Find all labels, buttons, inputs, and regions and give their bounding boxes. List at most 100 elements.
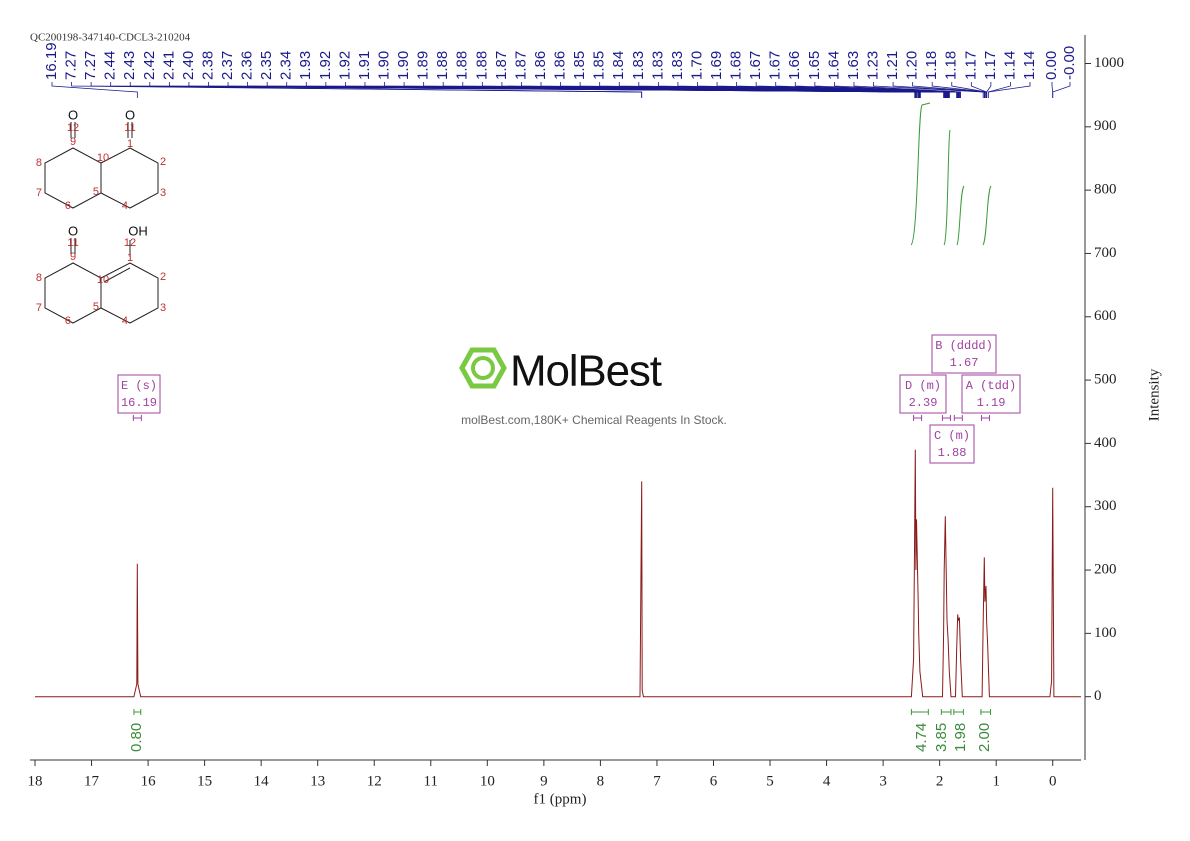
peak-label: 1.85: [571, 51, 588, 80]
peak-label: 1.83: [630, 51, 647, 80]
integral-bracket: [940, 709, 952, 715]
integral-label: 4.74: [913, 723, 930, 752]
multiplet-shift: 1.88: [938, 446, 967, 460]
peak-label: 1.87: [493, 51, 510, 80]
integral-curves: [910, 102, 992, 246]
peak-leader: [51, 82, 138, 98]
multiplet-shift: 2.39: [909, 396, 938, 410]
atom-number: 6: [65, 200, 71, 212]
peak-leader: [853, 82, 961, 98]
atom-number: 12: [67, 122, 79, 134]
multiplet-name: B (dddd): [935, 339, 993, 353]
peak-label: 1.90: [375, 51, 392, 80]
bonds: [44, 122, 159, 209]
y-tick-label: 400: [1094, 435, 1117, 451]
integral-bracket: [953, 709, 964, 715]
peak-label: 1.67: [767, 51, 784, 80]
peak-label: 1.18: [923, 51, 940, 80]
atom-number: 8: [36, 272, 42, 284]
peak-leader: [987, 82, 1011, 98]
y-tick-label: 500: [1094, 372, 1117, 388]
multiplet-marker: [132, 415, 142, 421]
peak-label: -0.00: [1061, 46, 1078, 80]
peak-leader: [834, 82, 961, 98]
structure-diketone: O 12 9 10 O 11 1 2 3 4 5 6 7 8: [36, 107, 166, 211]
multiplet-box: [899, 374, 947, 414]
x-tick-label: 5: [766, 773, 774, 789]
peak-leader: [71, 82, 643, 98]
peak-label: 1.83: [649, 51, 666, 80]
multiplet-shift: 1.19: [977, 396, 1006, 410]
peak-label: 1.67: [747, 51, 764, 80]
integral-bracket: [980, 709, 992, 715]
multiplet-name: E (s): [121, 379, 157, 393]
x-tick-label: 12: [367, 773, 382, 789]
atom-number: 3: [160, 302, 166, 314]
multiplet-marker: [913, 415, 923, 421]
multiplet-marker: [980, 415, 990, 421]
peak-label: 16.19: [43, 42, 60, 80]
y-tick-label: 200: [1094, 561, 1117, 577]
peak-label: 2.36: [239, 51, 256, 80]
peak-leader: [1052, 82, 1071, 98]
logo-hexagon: [459, 347, 507, 389]
atom: OH: [128, 223, 148, 238]
atom: O: [68, 107, 78, 122]
peak-label: 2.42: [141, 51, 158, 80]
atom-number: 10: [97, 152, 109, 164]
x-tick-label: 14: [254, 773, 270, 789]
logo-text: MolBest: [510, 347, 662, 396]
watermark-tagline: molBest.com,180K+ Chemical Reagents In S…: [461, 413, 727, 427]
atom-number: 4: [122, 200, 128, 212]
multiplet-box: [117, 374, 161, 414]
integral-label: 3.85: [933, 723, 950, 752]
peak-leader: [814, 82, 960, 98]
peak-label: 2.38: [199, 51, 216, 80]
spectrum-line: [35, 449, 1081, 698]
peak-label: 1.86: [552, 51, 569, 80]
multiplet-box: [929, 424, 975, 464]
multiplet-name: C (m): [934, 429, 970, 443]
atom: O: [68, 223, 78, 238]
peak-label: 1.83: [669, 51, 686, 80]
peak-label: 1.20: [904, 51, 921, 80]
multiplet-marker: [953, 415, 963, 421]
multiplet-shift: 1.67: [950, 356, 979, 370]
atom-number: 2: [160, 271, 166, 283]
peak-label: 1.69: [708, 51, 725, 80]
peak-label: 1.17: [982, 51, 999, 80]
peak-leader: [873, 82, 984, 98]
x-tick-label: 18: [28, 773, 43, 789]
peak-label: 1.23: [864, 51, 881, 80]
x-tick-label: 6: [710, 773, 718, 789]
atom-number: 6: [65, 315, 71, 327]
y-tick-label: 1000: [1094, 55, 1124, 71]
atom-number: 2: [160, 156, 166, 168]
peak-leader: [912, 82, 986, 98]
peak-leader: [986, 82, 992, 98]
atom-number: 5: [93, 301, 99, 313]
x-tick-label: 15: [197, 773, 212, 789]
peak-label: 1.14: [1001, 51, 1018, 80]
peak-label: 2.40: [180, 51, 197, 80]
peak-label: 1.21: [884, 51, 901, 80]
y-axis-label: Intensity: [1146, 368, 1162, 421]
integral-label: 0.80: [128, 723, 145, 752]
atom-number: 1: [127, 252, 133, 264]
x-tick-label: 13: [310, 773, 325, 789]
x-tick-label: 0: [1049, 773, 1057, 789]
peak-label: 1.89: [415, 51, 432, 80]
peak-label: 2.35: [258, 51, 275, 80]
peak-label: 1.88: [434, 51, 451, 80]
sample-id: QC200198-347140-CDCL3-210204: [30, 32, 191, 44]
peak-label: 1.65: [806, 51, 823, 80]
atom-number: 4: [122, 315, 128, 327]
peak-label: 2.43: [121, 51, 138, 80]
peak-leader: [794, 82, 960, 98]
x-tick-label: 3: [879, 773, 887, 789]
peak-label: 1.63: [845, 51, 862, 80]
multiplet-box: [961, 374, 1021, 414]
x-tick-label: 10: [480, 773, 495, 789]
peak-label: 1.86: [532, 51, 549, 80]
multiplet-box: [931, 334, 997, 374]
